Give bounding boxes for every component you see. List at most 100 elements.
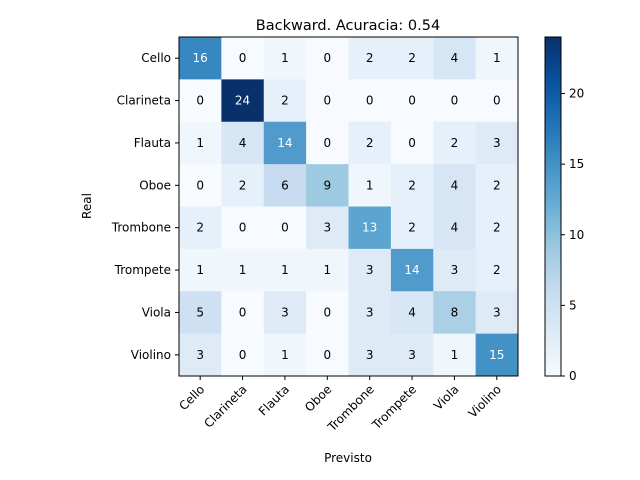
x-tick-label: Trompete [369,382,419,432]
cell-value-label: 1 [323,263,331,277]
heatmap-cell [179,37,222,80]
cell-value-label: 3 [196,348,204,362]
heatmap-cell [263,164,307,207]
cell-value-label: 1 [451,348,459,362]
cell-value-label: 0 [281,221,289,235]
cell-value-label: 0 [196,178,204,192]
heatmap-cell [221,37,265,80]
cell-value-label: 4 [451,178,459,192]
cell-value-label: 2 [493,178,501,192]
heatmap-cell [348,333,392,377]
heatmap-cell [475,79,519,123]
cell-value-label: 5 [196,305,204,319]
colorbar-tick-label: 10 [569,228,584,242]
plot-frame [178,36,519,377]
heatmap-cell [433,164,477,207]
cell-value-label: 2 [196,221,204,235]
heatmap-cell [263,79,307,123]
cell-value-label: 14 [404,263,419,277]
cell-value-label: 0 [323,305,331,319]
cell-value-label: 3 [451,263,459,277]
colorbar-tick-label: 0 [569,369,577,383]
cell-value-label: 15 [489,348,504,362]
heatmap-cell [348,291,392,335]
cell-value-label: 2 [493,263,501,277]
heatmap-cell [179,248,222,292]
heatmap-cell [475,248,519,292]
heatmap-cell [433,333,477,377]
cell-value-label: 2 [451,136,459,150]
cell-value-label: 3 [323,221,331,235]
cell-value-label: 3 [493,305,501,319]
heatmap-cell [179,333,222,377]
heatmap-cell [221,121,265,165]
x-tick-label: Viola [431,382,462,413]
heatmap-cell [263,37,307,80]
heatmap-cell [348,164,392,207]
y-tick-label: Oboe [139,178,171,192]
heatmap-cell [179,291,222,335]
y-tick-label: Trombone [111,221,171,235]
cell-value-label: 16 [193,51,208,65]
y-tick-label: Viola [142,305,171,319]
heatmap-cell [475,291,519,335]
cell-value-label: 4 [239,136,247,150]
chart-title: Backward. Acuracia: 0.54 [256,18,440,34]
colorbar-tick-label: 20 [569,87,584,101]
cell-value-label: 3 [366,348,374,362]
heatmap-cell [221,206,265,250]
heatmap-cell [306,206,349,250]
heatmap-cell [348,37,392,80]
heatmap-cell [475,333,519,377]
cell-value-label: 0 [239,348,247,362]
colorbar-tick-label: 5 [569,298,577,312]
cell-value-label: 0 [408,94,416,108]
cell-value-label: 4 [451,221,459,235]
cell-value-label: 14 [277,136,292,150]
heatmap-cell [306,164,349,207]
colorbar-gradient [544,36,562,377]
cell-value-label: 0 [323,51,331,65]
cell-value-label: 2 [366,51,374,65]
heatmap-cell [221,291,265,335]
heatmap-cell [221,164,265,207]
heatmap-cell [179,164,222,207]
heatmap-cell [263,206,307,250]
cell-value-label: 0 [323,348,331,362]
heatmap-cell [433,79,477,123]
heatmap-cell [433,37,477,80]
cell-value-label: 1 [281,348,289,362]
heatmap-cell [348,121,392,165]
cell-value-label: 2 [408,178,416,192]
cell-value-label: 0 [239,305,247,319]
cell-value-label: 2 [239,178,247,192]
cell-value-label: 3 [366,263,374,277]
cell-value-label: 3 [493,136,501,150]
cell-value-label: 3 [366,305,374,319]
heatmap-cell [348,248,392,292]
y-tick-label: Flauta [134,136,171,150]
cell-value-label: 3 [281,305,289,319]
heatmap-cell [390,206,434,250]
heatmap-cell [221,79,265,123]
heatmap-cell [306,79,349,123]
heatmap-cell [390,121,434,165]
heatmap-cell [263,121,307,165]
y-tick-label: Cello [141,51,171,65]
colorbar-tick-label: 15 [569,157,584,171]
x-tick-label: Cello [176,382,207,413]
x-axis-label: Previsto [324,451,372,465]
cell-value-label: 3 [408,348,416,362]
cell-value-label: 0 [239,221,247,235]
cell-value-label: 6 [281,178,289,192]
cell-value-label: 4 [451,51,459,65]
cell-value-label: 8 [451,305,459,319]
y-tick-label: Trompete [114,263,171,277]
cell-value-label: 1 [281,51,289,65]
heatmap-cell [390,248,434,292]
heatmap-cell [306,248,349,292]
x-tick-label: Flauta [256,382,292,418]
heatmap-cell [179,206,222,250]
cell-value-label: 0 [239,51,247,65]
